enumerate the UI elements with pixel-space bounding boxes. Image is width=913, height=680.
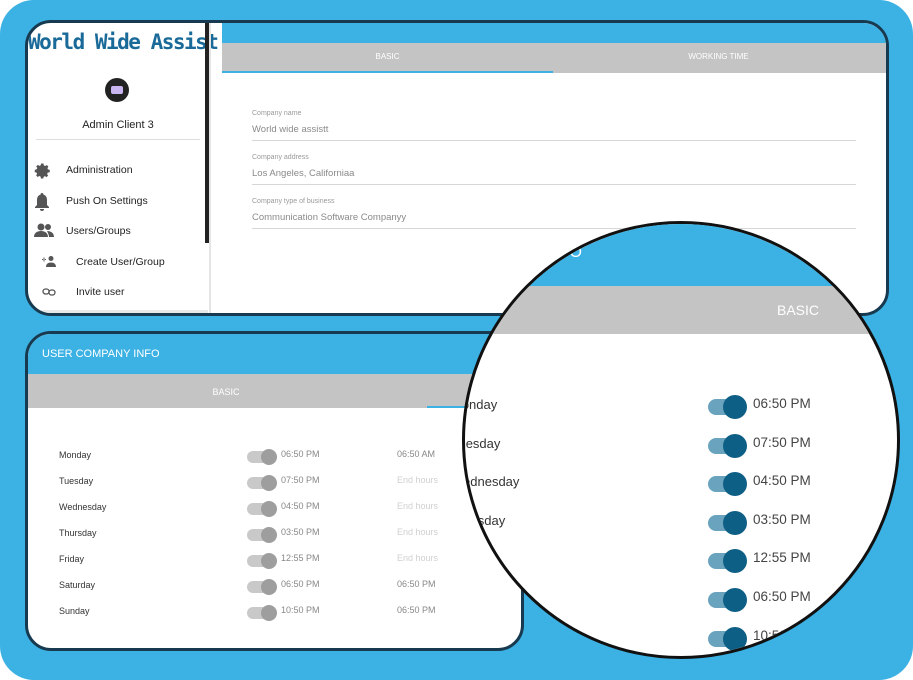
start-time: 04:50 PM [281, 501, 320, 511]
start-time: 06:50 PM [753, 589, 811, 604]
toggle[interactable] [247, 605, 277, 621]
tab-indicator [222, 71, 553, 73]
menu-icon [42, 284, 62, 304]
day: Friday [463, 551, 488, 567]
menu-icon [34, 223, 54, 243]
day: Tuesday [59, 476, 94, 486]
end-time: End hours [397, 527, 439, 537]
toggle[interactable] [708, 626, 747, 651]
start-time: 04:50 PM [753, 473, 811, 489]
day: Sunday [59, 606, 90, 616]
panel-header [28, 334, 521, 374]
company-info-panel: USER COMPANY INFO BASIC Monday 06:50 PM 06… [25, 331, 524, 651]
menu-highlight [28, 309, 208, 313]
day: Monday [59, 450, 92, 460]
start-time: 03:50 PM [753, 511, 811, 527]
menu-item[interactable]: Push On Settings [66, 194, 148, 207]
day: Saturday [59, 580, 96, 590]
menu-item[interactable]: Invite user [76, 286, 125, 298]
panel-title: USER COMPANY INFO [462, 244, 582, 261]
field-underline [252, 140, 856, 141]
day: Tuesday [465, 435, 501, 451]
tab-indicator [427, 406, 472, 408]
field-underline [252, 184, 856, 185]
tab-bar [28, 374, 521, 408]
day: Wednesday [59, 502, 107, 512]
toggle[interactable] [708, 395, 747, 419]
end-time: 06:50 PM [397, 605, 436, 615]
field-value[interactable]: Los Angeles, Californiaa [252, 168, 355, 179]
day: Saturday [465, 590, 504, 605]
start-time: 07:50 PM [753, 434, 811, 450]
menu-icon [34, 162, 54, 182]
day: Thursday [59, 528, 97, 538]
toggle[interactable] [247, 579, 277, 595]
field-value[interactable]: Communication Software Companyy [252, 212, 407, 223]
end-time: 06:50 PM [397, 579, 436, 589]
start-time: 03:50 PM [281, 527, 320, 537]
menu-item[interactable]: Create User/Group [76, 255, 165, 268]
field-label: Company type of business [252, 198, 335, 205]
schedule-zoomed: Monday 06:50 PM Tuesday 07:50 PM Wednesday 04… [462, 224, 897, 656]
day: Wednesday [463, 474, 520, 490]
tab[interactable]: BASIC [212, 387, 240, 397]
toggle[interactable] [708, 472, 747, 497]
sidebar-border [209, 23, 211, 313]
tab[interactable]: BASIC [375, 52, 400, 61]
toggle[interactable] [247, 475, 277, 491]
day: Sunday [465, 628, 496, 644]
start-time: 06:50 PM [281, 449, 320, 459]
toggle[interactable] [708, 433, 747, 458]
start-time: 06:50 PM [753, 396, 811, 411]
field-label: Company name [252, 110, 302, 117]
start-time: 12:55 PM [753, 550, 811, 566]
day: Monday [462, 397, 498, 412]
toggle[interactable] [708, 588, 747, 612]
panel-title: USER COMPANY INFO [42, 348, 160, 360]
tab[interactable]: BASIC [777, 302, 820, 318]
header-bar [222, 23, 886, 43]
tab-bar [465, 286, 897, 334]
brand: World Wide Assist [28, 30, 219, 54]
sidebar-scrollbar [205, 23, 209, 243]
tab-bar: BASIC WORKING TIME [222, 43, 886, 73]
schedule: Monday 06:50 PM 06:50 AM Tuesday 07:50 PM End… [28, 334, 521, 648]
panel-header [465, 224, 897, 286]
start-time: 06:50 PM [281, 579, 320, 589]
toggle[interactable] [247, 449, 277, 465]
menu-icon [42, 254, 62, 274]
start-time: 12:55 PM [281, 553, 320, 563]
menu-icon [42, 315, 62, 317]
menu-item[interactable]: Administration [66, 164, 133, 176]
menu-icon [34, 192, 54, 213]
start-time: 10:50 PM [753, 627, 811, 643]
toggle[interactable] [247, 527, 277, 543]
day: Friday [59, 554, 85, 564]
start-time: 07:50 PM [281, 475, 320, 485]
toggle[interactable] [247, 501, 277, 517]
start-time: 10:50 PM [281, 605, 320, 615]
end-time: End hours [397, 501, 439, 511]
zoom-lens: USER COMPANY INFO BASIC Monday 06:50 PM Tu… [462, 221, 900, 659]
end-time: End hours [397, 475, 439, 485]
menu-item[interactable]: Users/Groups [66, 225, 131, 237]
day: Thursday [465, 512, 506, 528]
end-time: End hours [397, 553, 439, 563]
avatar [105, 78, 129, 102]
field-value[interactable]: World wide assistt [252, 124, 329, 135]
field-label: Company address [252, 154, 309, 161]
toggle[interactable] [708, 510, 747, 535]
sidebar: World Wide Assist Admin Client 3 Adminis… [28, 23, 219, 317]
top-panel: World Wide Assist Admin Client 3 Adminis… [25, 20, 889, 316]
user-name: Admin Client 3 [82, 119, 154, 131]
end-time: 06:50 AM [397, 449, 436, 459]
divider [36, 139, 200, 140]
tab[interactable]: WORKING TIME [688, 52, 749, 61]
toggle[interactable] [708, 549, 747, 574]
toggle[interactable] [247, 553, 277, 569]
